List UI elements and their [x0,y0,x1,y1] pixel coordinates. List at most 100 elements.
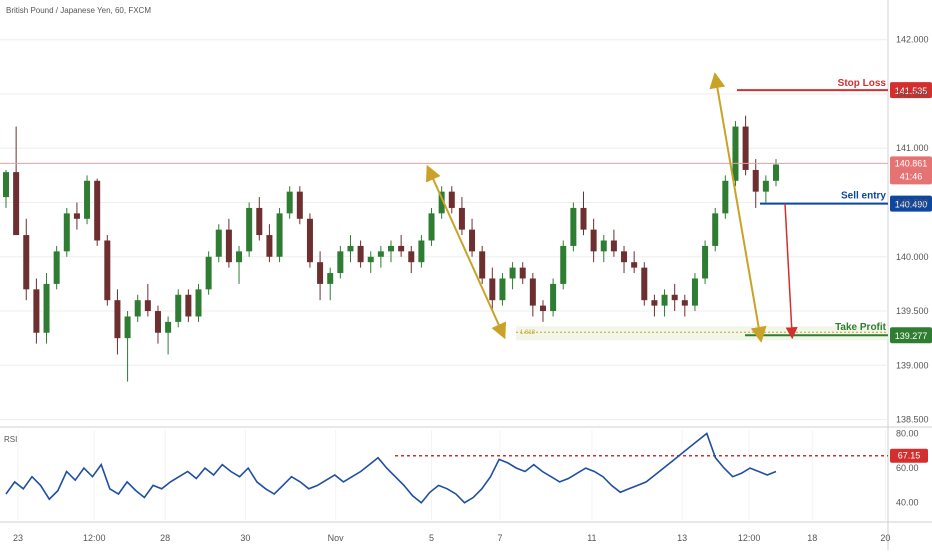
candle-body [13,172,20,236]
candle-body [408,251,415,263]
candle-body [448,191,455,208]
candle-body [499,278,506,301]
candle-body [236,251,243,263]
fib-measure-arrow-left [425,164,507,340]
sell-entry-badge [890,195,932,212]
candle-body [428,213,435,241]
sell-entry-price: 140.490 [895,200,928,210]
time-tick-label: 30 [240,533,250,543]
candle-body [104,240,111,301]
candle-countdown: 41:46 [900,171,923,181]
time-tick-label: 28 [160,533,170,543]
candle-body [33,289,40,333]
candle-body [489,278,496,301]
candle-body [215,229,222,257]
rsi-tick-label: 40.00 [896,498,919,508]
candle-body [276,213,283,257]
time-tick-label: 13 [677,533,687,543]
candle-body [124,316,131,339]
current-price-badge [890,156,932,185]
candle-body [732,126,739,181]
candle-body [702,245,709,279]
candle-body [479,251,486,279]
candle-body [134,300,141,317]
candle-body [641,267,648,301]
fib-level-label: 1.618 [520,330,536,336]
candle-body [317,262,324,284]
rsi-tick-label: 80.00 [896,428,919,438]
candle-body [347,245,354,252]
candle-body [398,245,405,252]
candle-body [266,235,273,257]
time-tick-label: Nov [328,533,345,543]
candle-body [154,311,161,333]
price-tick-label: 139.500 [896,306,929,316]
time-tick-label: 5 [429,533,434,543]
candle-body [205,256,212,290]
candle-body [377,251,384,257]
candle-body [114,300,121,339]
candle-body [327,273,334,284]
time-tick-label: 11 [587,533,596,543]
candle-body [63,213,70,252]
take-profit-badge [890,327,932,344]
time-tick-label: 20 [880,533,890,543]
target-arrow [784,203,798,340]
candle-body [458,207,465,230]
candle-body [600,240,607,252]
rsi-pane-title: RSI [4,435,17,444]
candle-body [509,267,516,279]
candle-body [175,294,182,322]
time-tick-label: 18 [807,533,817,543]
candle-body [621,251,628,263]
current-price-value: 140.861 [895,158,928,168]
candle-body [225,229,232,263]
stop-loss-price: 141.535 [895,86,928,96]
time-tick-label: 12:00 [83,533,106,543]
candle-body [752,169,759,192]
rsi-level-value: 67.15 [898,451,921,461]
candle-body [73,213,80,219]
candle-body [469,229,476,252]
candle-body [773,164,779,181]
candle-body [306,218,313,263]
candle-body [144,300,151,312]
candle-body [762,180,769,192]
candle-body [722,180,729,214]
take-profit-price: 139.277 [895,331,928,341]
candle-body [651,300,658,306]
candle-body [84,180,91,219]
candle-body [53,251,60,284]
rsi-level-badge [890,448,928,463]
sell-entry-label: Sell entry [841,191,886,202]
candle-body [590,229,597,252]
candle-body [661,294,668,306]
candle-body [388,245,394,252]
candle-body [165,321,172,333]
candle-body [357,245,364,263]
candle-body [539,305,546,312]
stop-loss-badge [890,82,932,99]
price-tick-label: 140.000 [896,252,929,262]
price-tick-label: 138.500 [896,415,929,425]
rsi-tick-label: 60.00 [896,463,919,473]
candle-body [671,294,678,301]
take-profit-label: Take Profit [835,322,887,333]
candle-body [681,300,688,306]
candle-body [94,180,101,241]
candle-body [43,283,50,333]
candle-body [367,256,374,263]
candle-body [580,207,587,230]
candle-body [286,191,293,214]
symbol-title: British Pound / Japanese Yen, 60, FXCM [6,6,151,15]
price-tick-label: 140.500 [896,198,929,208]
candle-body [256,207,263,236]
price-tick-label: 139.000 [896,360,929,370]
time-tick-label: 7 [497,533,502,543]
candle-body [560,245,567,284]
price-tick-label: 141.000 [896,143,929,153]
price-tick-label: 141.500 [896,89,929,99]
candle-body [631,262,638,268]
